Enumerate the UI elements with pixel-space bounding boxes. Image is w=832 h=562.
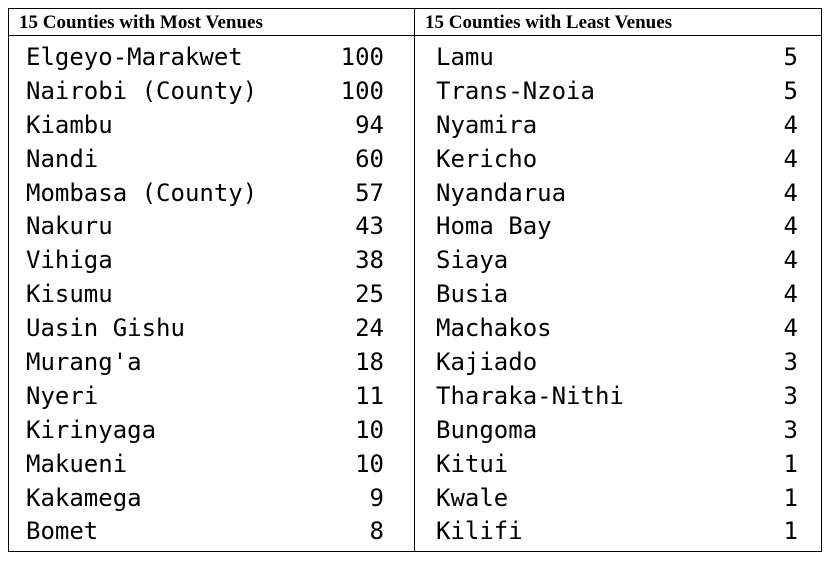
county-name: Kakamega xyxy=(26,483,142,512)
county-name: Kiambu xyxy=(26,110,113,139)
county-name: Nyamira xyxy=(436,110,538,139)
table-row: Kisumu 25 xyxy=(9,278,414,312)
venue-count: 4 xyxy=(783,314,798,343)
venue-count: 3 xyxy=(783,381,798,410)
county-name: Bungoma xyxy=(436,415,538,444)
county-name: Nyeri xyxy=(26,381,99,410)
table-row: Kwale 1 xyxy=(415,482,822,516)
least-venues-column: 15 Counties with Least Venues Lamu 5 Trans… xyxy=(414,9,822,551)
table-row: Nairobi (County) 100 xyxy=(9,75,414,109)
county-name: Kitui xyxy=(436,449,509,478)
table-row: Homa Bay 4 xyxy=(415,210,822,244)
table-row: Nakuru 43 xyxy=(9,210,414,244)
county-name: Murang'a xyxy=(26,348,142,377)
table-row: Mombasa (County) 57 xyxy=(9,177,414,211)
venue-count: 10 xyxy=(355,415,384,444)
venue-count: 11 xyxy=(355,381,384,410)
county-name: Homa Bay xyxy=(436,212,552,241)
table-row: Kirinyaga 10 xyxy=(9,414,414,448)
table-row: Kericho 4 xyxy=(415,143,822,177)
county-name: Busia xyxy=(436,280,509,309)
county-name: Makueni xyxy=(26,449,128,478)
venue-count: 5 xyxy=(783,43,798,71)
venue-count: 1 xyxy=(783,483,798,512)
table-row: Lamu 5 xyxy=(415,41,822,75)
table-row: Busia 4 xyxy=(415,278,822,312)
venue-count: 57 xyxy=(355,178,384,207)
county-name: Kajiado xyxy=(436,348,538,377)
venue-count: 38 xyxy=(355,246,384,275)
county-name: Lamu xyxy=(436,43,494,71)
county-name: Kericho xyxy=(436,144,538,173)
venue-count: 10 xyxy=(355,449,384,478)
venue-count: 100 xyxy=(340,43,384,71)
table-row: Bungoma 3 xyxy=(415,414,822,448)
least-venues-list: Lamu 5 Trans-Nzoia 5 Nyamira 4 Kericho 4 Nyandar… xyxy=(415,41,822,549)
county-name: Nairobi (County) xyxy=(26,76,258,105)
county-name: Mombasa (County) xyxy=(26,178,258,207)
county-name: Siaya xyxy=(436,246,509,275)
county-name: Bomet xyxy=(26,517,99,546)
table-row: Kilifi 1 xyxy=(415,515,822,549)
venue-count: 5 xyxy=(783,76,798,105)
least-venues-header: 15 Counties with Least Venues xyxy=(415,9,822,36)
county-name: Nakuru xyxy=(26,212,113,241)
table-row: Makueni 10 xyxy=(9,448,414,482)
county-name: Uasin Gishu xyxy=(26,314,185,343)
table-row: Machakos 4 xyxy=(415,312,822,346)
county-name: Nyandarua xyxy=(436,178,567,207)
venue-count: 4 xyxy=(783,110,798,139)
county-name: Nandi xyxy=(26,144,99,173)
venue-count: 60 xyxy=(355,144,384,173)
table-row: Uasin Gishu 24 xyxy=(9,312,414,346)
county-name: Kilifi xyxy=(436,517,523,546)
county-name: Elgeyo-Marakwet xyxy=(26,43,243,71)
table-row: Nyeri 11 xyxy=(9,380,414,414)
table-row: Elgeyo-Marakwet 100 xyxy=(9,41,414,75)
most-venues-column: 15 Counties with Most Venues Elgeyo-Mara… xyxy=(9,9,414,551)
county-name: Trans-Nzoia xyxy=(436,76,595,105)
table-row: Kitui 1 xyxy=(415,448,822,482)
venue-count: 25 xyxy=(355,280,384,309)
table-row: Nandi 60 xyxy=(9,143,414,177)
table-row: Vihiga 38 xyxy=(9,244,414,278)
county-name: Vihiga xyxy=(26,246,113,275)
table-row: Bomet 8 xyxy=(9,515,414,549)
table-row: Nyandarua 4 xyxy=(415,177,822,211)
most-venues-list: Elgeyo-Marakwet 100 Nairobi (County) 100 Kia… xyxy=(9,41,414,549)
table-row: Kajiado 3 xyxy=(415,346,822,380)
most-venues-header: 15 Counties with Most Venues xyxy=(9,9,414,36)
county-name: Tharaka-Nithi xyxy=(436,381,624,410)
county-name: Kisumu xyxy=(26,280,113,309)
venue-count: 94 xyxy=(355,110,384,139)
venue-count: 4 xyxy=(783,280,798,309)
table-row: Tharaka-Nithi 3 xyxy=(415,380,822,414)
venue-count: 100 xyxy=(340,76,384,105)
table-row: Murang'a 18 xyxy=(9,346,414,380)
county-name: Machakos xyxy=(436,314,552,343)
venue-count: 9 xyxy=(369,483,384,512)
county-name: Kwale xyxy=(436,483,509,512)
venue-count: 4 xyxy=(783,246,798,275)
venue-count: 3 xyxy=(783,348,798,377)
venue-count: 4 xyxy=(783,144,798,173)
county-name: Kirinyaga xyxy=(26,415,157,444)
venues-table: 15 Counties with Most Venues Elgeyo-Mara… xyxy=(8,8,822,552)
table-row: Kiambu 94 xyxy=(9,109,414,143)
venue-count: 24 xyxy=(355,314,384,343)
table-row: Siaya 4 xyxy=(415,244,822,278)
venue-count: 4 xyxy=(783,178,798,207)
table-row: Nyamira 4 xyxy=(415,109,822,143)
venue-count: 3 xyxy=(783,415,798,444)
venue-count: 1 xyxy=(783,517,798,546)
table-row: Kakamega 9 xyxy=(9,482,414,516)
venue-count: 43 xyxy=(355,212,384,241)
venue-count: 8 xyxy=(369,517,384,546)
table-row: Trans-Nzoia 5 xyxy=(415,75,822,109)
venue-count: 4 xyxy=(783,212,798,241)
venue-count: 1 xyxy=(783,449,798,478)
venue-count: 18 xyxy=(355,348,384,377)
